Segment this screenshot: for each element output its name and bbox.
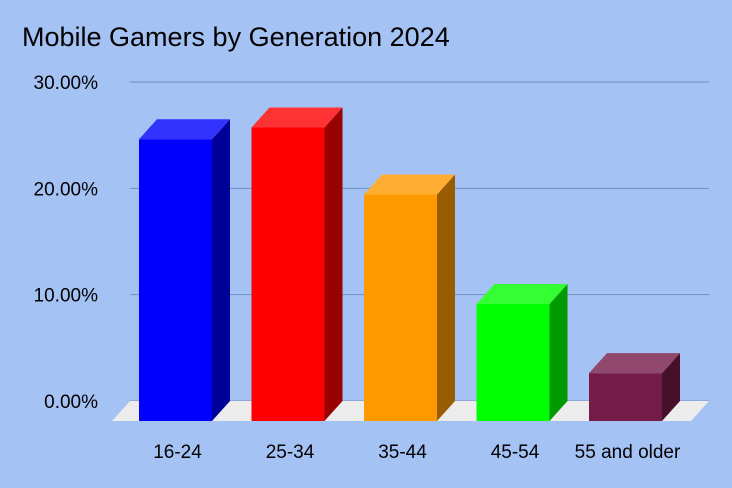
y-tick-label: 0.00% [44, 392, 98, 413]
bar-front [477, 304, 550, 421]
x-tick-label: 25-34 [266, 442, 315, 463]
x-tick-label: 45-54 [491, 442, 540, 463]
bar-side [550, 284, 568, 421]
y-tick-label: 30.00% [34, 73, 99, 94]
x-tick-label: 35-44 [378, 442, 427, 463]
bar-front [139, 139, 212, 421]
bar-side [437, 175, 455, 421]
y-tick-label: 10.00% [34, 286, 99, 307]
bar-front [589, 373, 662, 421]
y-tick-label: 20.00% [34, 179, 99, 200]
bar-front [364, 195, 437, 421]
bar-side [212, 119, 230, 421]
x-tick-label: 55 and older [575, 442, 681, 463]
bar-front [252, 128, 325, 421]
x-tick-label: 16-24 [153, 442, 202, 463]
bar-side [325, 108, 343, 421]
